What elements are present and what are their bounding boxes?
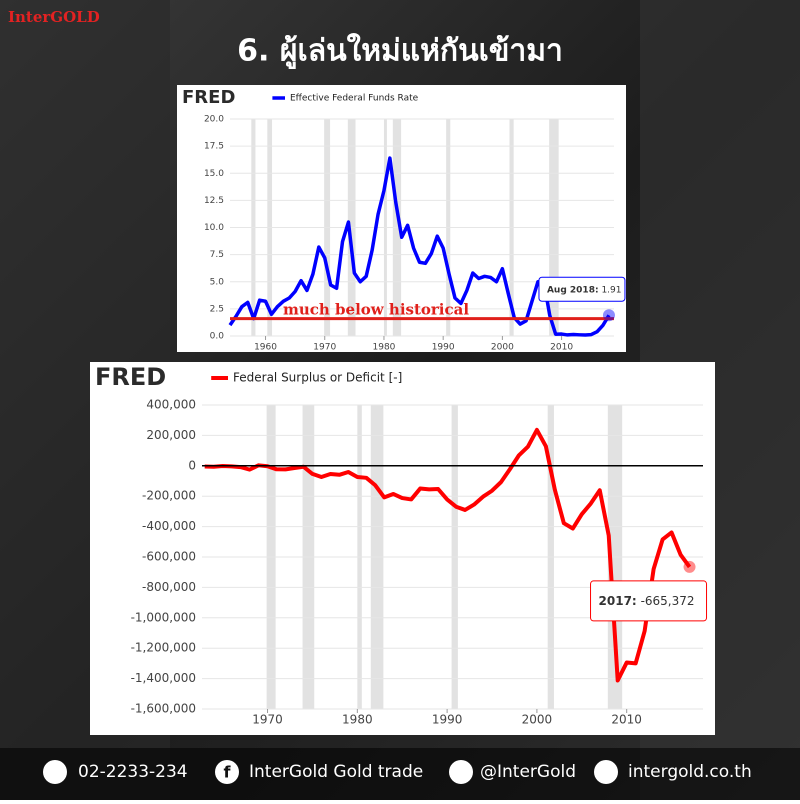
source-logo: FRED [182,87,235,108]
x-tick-label: 1980 [342,713,373,727]
y-tick-label: 20.0 [204,115,224,125]
y-tick-label: 0.0 [210,332,225,342]
y-tick-label: 12.5 [204,196,224,206]
x-tick-label: 1970 [252,713,283,727]
y-tick-label: -200,000 [142,489,196,503]
tooltip-text: Aug 2018: 1.91 [547,285,622,295]
y-tick-label: 200,000 [146,428,196,442]
x-tick-label: 2010 [550,343,573,353]
line: @InterGold [480,762,576,782]
website: intergold.co.th [628,762,752,782]
series-line [204,427,692,683]
y-tick-label: 5.0 [210,277,225,287]
legend-label: Federal Surplus or Deficit [-] [233,371,402,385]
x-tick-label: 2000 [491,343,514,353]
title: 6. ผู้เล่นใหม่แห่กันเข้ามา [237,33,563,70]
y-tick-label: 17.5 [204,142,224,152]
x-tick-label: 2010 [611,713,642,727]
footer-bar [0,748,800,800]
y-tick-label: 7.5 [210,250,224,260]
tooltip-label: 2017: [599,593,637,607]
x-tick-label: 1970 [313,343,336,353]
y-tick-label: 2.5 [210,304,224,314]
tooltip-label: Aug 2018: [547,285,599,295]
highlight-point [683,560,696,573]
y-tick-label: -1,000,000 [131,610,196,624]
annotation: much below historical [283,301,469,319]
legend-label: Effective Federal Funds Rate [290,94,419,104]
facebook: InterGold Gold trade [249,762,423,782]
x-tick-label: 1980 [373,343,396,353]
y-tick-label: 15.0 [204,169,224,179]
tooltip-text: 2017: -665,372 [599,593,695,607]
line-icon [449,760,473,784]
x-tick-label: 2000 [522,713,553,727]
y-tick-label: -1,600,000 [131,702,196,716]
web-icon [594,760,618,784]
tooltip-value: 1.91 [601,285,621,295]
y-tick-label: 10.0 [204,223,224,233]
tooltip-value: -665,372 [641,593,695,607]
y-tick-label: 400,000 [146,398,196,412]
tooltip-box [590,580,708,622]
facebook-glyph: f [224,763,232,782]
phone: 02-2233-234 [78,762,188,782]
y-tick-label: -1,200,000 [131,641,196,655]
source-logo: FRED [95,363,166,391]
facebook-icon [215,760,239,784]
x-tick-label: 1990 [432,343,455,353]
y-tick-label: 0 [188,458,196,472]
highlight-point [602,309,615,322]
x-tick-label: 1990 [432,713,463,727]
y-tick-label: -1,400,000 [131,671,196,685]
y-tick-label: -600,000 [142,550,196,564]
x-tick-label: 1960 [254,343,277,353]
y-tick-label: -800,000 [142,580,196,594]
tooltip-box [538,276,626,302]
logo: InterGOLD [8,8,100,26]
y-tick-label: -400,000 [142,519,196,533]
phone-icon [43,760,67,784]
